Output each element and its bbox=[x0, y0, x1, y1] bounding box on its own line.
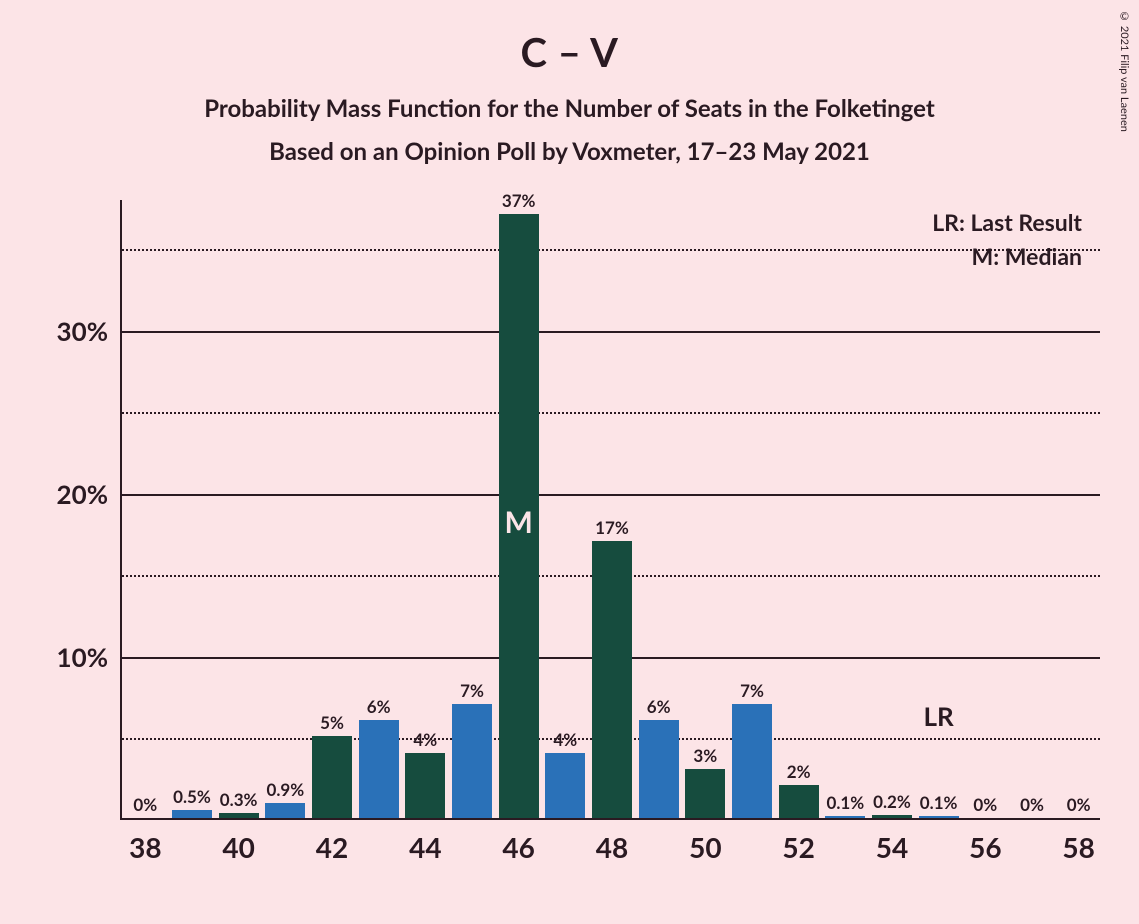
bar: 4% bbox=[405, 753, 445, 818]
bar: 7% bbox=[732, 704, 772, 818]
bar: 6% bbox=[359, 720, 399, 818]
bar-value-label: 0.9% bbox=[266, 779, 304, 803]
bar-value-label: 37% bbox=[502, 190, 536, 214]
bar-value-label: 0% bbox=[133, 794, 157, 818]
bar: 2% bbox=[779, 785, 819, 818]
bar-value-label: 6% bbox=[647, 696, 671, 720]
bar-value-label: 7% bbox=[740, 680, 764, 704]
bar-value-label: 6% bbox=[367, 696, 391, 720]
lr-marker: LR bbox=[924, 700, 954, 732]
x-tick-label: 50 bbox=[689, 830, 721, 864]
chart-subtitle-1: Probability Mass Function for the Number… bbox=[0, 94, 1139, 123]
bar-value-label: 0% bbox=[1020, 794, 1044, 818]
bar-value-label: 4% bbox=[413, 729, 437, 753]
x-tick-label: 54 bbox=[876, 830, 908, 864]
x-tick-label: 58 bbox=[1062, 830, 1094, 864]
bar: 0.9% bbox=[265, 803, 305, 818]
x-tick-label: 46 bbox=[502, 830, 534, 864]
y-tick-label: 30% bbox=[28, 315, 108, 347]
median-marker: M bbox=[504, 504, 532, 540]
bar-value-label: 0.5% bbox=[173, 786, 211, 810]
bar-value-label: 0.2% bbox=[873, 791, 911, 815]
legend-lr: LR: Last Result bbox=[932, 208, 1082, 236]
x-tick-label: 38 bbox=[129, 830, 161, 864]
bar: 3% bbox=[685, 769, 725, 818]
bar: 7% bbox=[452, 704, 492, 818]
bar: 4% bbox=[545, 753, 585, 818]
bar: 0.1% bbox=[825, 816, 865, 818]
copyright-text: © 2021 Filip van Laenen bbox=[1118, 10, 1131, 132]
gridline-major bbox=[122, 494, 1100, 496]
plot-area: LR: Last Result M: Median 10%20%30%0%0.5… bbox=[120, 200, 1100, 820]
bar-value-label: 0% bbox=[1067, 794, 1091, 818]
bar-value-label: 0% bbox=[973, 794, 997, 818]
gridline-minor bbox=[122, 412, 1100, 414]
bar-value-label: 0.1% bbox=[920, 792, 958, 816]
bar-value-label: 7% bbox=[460, 680, 484, 704]
bar-value-label: 2% bbox=[787, 761, 811, 785]
bar: 0.2% bbox=[872, 815, 912, 818]
gridline-major bbox=[122, 331, 1100, 333]
x-tick-label: 42 bbox=[316, 830, 348, 864]
x-tick-label: 40 bbox=[222, 830, 254, 864]
bar: 37%M bbox=[499, 214, 539, 818]
chart-container: © 2021 Filip van Laenen C – V Probabilit… bbox=[0, 0, 1139, 924]
y-tick-label: 10% bbox=[28, 641, 108, 673]
bar: 0.1% bbox=[919, 816, 959, 818]
chart-title: C – V bbox=[0, 28, 1139, 76]
bar-value-label: 3% bbox=[693, 745, 717, 769]
bar: 6% bbox=[639, 720, 679, 818]
bar-value-label: 4% bbox=[553, 729, 577, 753]
bar: 17% bbox=[592, 541, 632, 818]
y-tick-label: 20% bbox=[28, 478, 108, 510]
bar-value-label: 17% bbox=[595, 517, 629, 541]
x-tick-label: 56 bbox=[969, 830, 1001, 864]
bar: 5% bbox=[312, 736, 352, 818]
x-tick-label: 52 bbox=[782, 830, 814, 864]
gridline-minor bbox=[122, 249, 1100, 251]
x-tick-label: 48 bbox=[596, 830, 628, 864]
x-tick-label: 44 bbox=[409, 830, 441, 864]
chart-subtitle-2: Based on an Opinion Poll by Voxmeter, 17… bbox=[0, 137, 1139, 166]
bar-value-label: 0.3% bbox=[220, 789, 258, 813]
bar: 0.3% bbox=[219, 813, 259, 818]
bar-value-label: 0.1% bbox=[826, 792, 864, 816]
bar-value-label: 5% bbox=[320, 712, 344, 736]
bar: 0.5% bbox=[172, 810, 212, 818]
legend-m: M: Median bbox=[972, 242, 1082, 270]
